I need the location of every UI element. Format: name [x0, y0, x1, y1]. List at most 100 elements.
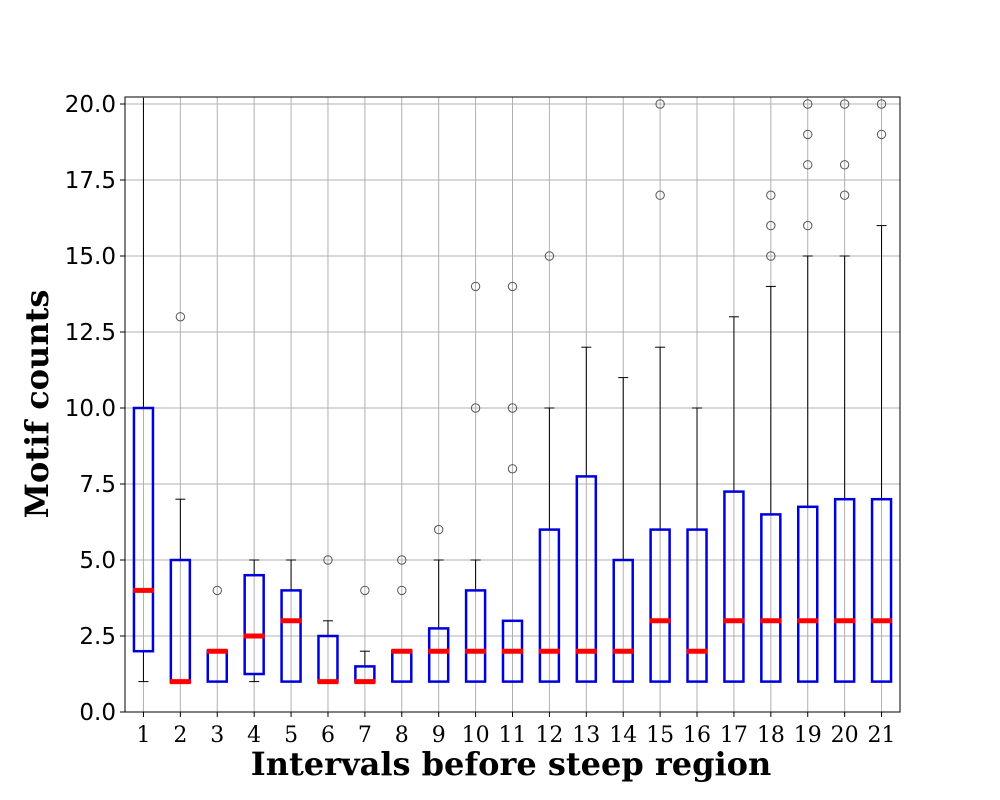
- x-tick-label: 7: [358, 723, 372, 748]
- box-7: [354, 585, 376, 685]
- flier-point: [397, 555, 407, 565]
- flier-point: [470, 281, 481, 292]
- y-tick-label: 17.5: [65, 168, 116, 194]
- flier-point: [803, 160, 813, 170]
- flier-point: [803, 220, 813, 231]
- y-tick-label: 10.0: [65, 396, 116, 422]
- y-tick-label: 12.5: [65, 320, 116, 346]
- box-20: [833, 99, 856, 683]
- box-11: [501, 281, 524, 683]
- box-body: [612, 558, 634, 683]
- x-tick-label: 1: [136, 723, 150, 748]
- box-21: [870, 99, 893, 683]
- box-17: [723, 316, 745, 683]
- flier-point: [507, 464, 518, 474]
- x-tick-label: 9: [432, 723, 446, 748]
- box-body: [280, 589, 302, 683]
- box-6: [317, 555, 339, 685]
- box-12: [538, 251, 561, 683]
- flier-point: [876, 99, 887, 109]
- flier-point: [323, 555, 333, 565]
- box-9: [427, 524, 450, 683]
- x-tick-label: 2: [173, 723, 187, 748]
- flier-point: [839, 160, 850, 170]
- x-tick-label: 12: [535, 723, 563, 748]
- box-19: [796, 99, 819, 683]
- box-3: [206, 585, 229, 683]
- y-tick-label: 20.0: [65, 92, 116, 118]
- x-tick-label: 17: [720, 723, 748, 748]
- x-tick-label: 20: [831, 723, 859, 748]
- x-tick-label: 14: [609, 723, 637, 748]
- boxes: [132, 97, 893, 685]
- x-tick-label: 13: [572, 723, 600, 748]
- x-tick-label: 3: [210, 723, 224, 748]
- y-tick-label: 5.0: [79, 548, 116, 574]
- box-14: [612, 377, 634, 683]
- box-body: [427, 627, 450, 683]
- box-16: [686, 407, 708, 683]
- box-10: [464, 281, 487, 683]
- flier-point: [766, 220, 776, 231]
- flier-point: [175, 312, 186, 322]
- flier-point: [803, 99, 813, 109]
- x-tick-label: 15: [646, 723, 674, 748]
- x-tick-label: 18: [757, 723, 785, 748]
- x-tick-label: 16: [683, 723, 711, 748]
- box-1: [132, 97, 155, 683]
- box-8: [391, 555, 413, 683]
- box-body: [686, 528, 708, 683]
- x-tick-label: 5: [284, 723, 298, 748]
- x-tick-label: 8: [395, 723, 409, 748]
- box-body: [575, 475, 598, 683]
- grid: [125, 97, 900, 713]
- flier-point: [655, 190, 665, 200]
- flier-point: [839, 190, 850, 200]
- box-body: [538, 528, 561, 683]
- flier-point: [507, 403, 518, 413]
- box-body: [464, 589, 487, 683]
- box-5: [280, 559, 302, 683]
- x-tick-label: 10: [462, 723, 490, 748]
- y-tick-label: 15.0: [65, 244, 116, 270]
- flier-point: [470, 403, 481, 413]
- x-tick-label: 11: [499, 723, 527, 748]
- flier-point: [876, 129, 887, 140]
- flier-point: [360, 585, 370, 596]
- x-tick-label: 19: [794, 723, 822, 748]
- y-axis-title: Motif counts: [18, 290, 56, 519]
- box-2: [169, 312, 192, 685]
- flier-point: [766, 190, 776, 200]
- box-body: [723, 490, 745, 683]
- y-tick-label: 7.5: [79, 472, 116, 498]
- flier-point: [839, 99, 850, 109]
- box-body: [760, 513, 782, 683]
- box-4: [243, 559, 265, 683]
- box-body: [796, 505, 819, 683]
- box-body: [870, 497, 893, 683]
- x-tick-label: 4: [247, 723, 261, 748]
- box-body: [649, 528, 671, 683]
- x-tick-label: 6: [321, 723, 335, 748]
- y-tick-label: 0.0: [79, 700, 116, 726]
- box-body: [132, 406, 155, 653]
- box-13: [575, 346, 598, 683]
- flier-point: [803, 129, 813, 140]
- flier-point: [397, 585, 407, 596]
- x-axis: 1 2 3 4 5 6 7 8 9 10 11 12 13 14 15 16 17 18 19 20 21: [136, 712, 896, 748]
- y-axis: 0.0 2.5 5.0 7.5 10.0 12.5 15.0 17.5 20.0: [65, 92, 125, 726]
- flier-point: [544, 251, 555, 261]
- box-body: [833, 497, 856, 683]
- x-tick-label: 21: [868, 723, 896, 748]
- box-18: [760, 190, 782, 683]
- flier-point: [766, 251, 776, 261]
- flier-point: [507, 281, 518, 292]
- x-axis-title: Intervals before steep region: [251, 745, 771, 783]
- flier-point: [655, 99, 665, 109]
- box-15: [649, 99, 671, 683]
- flier-point: [433, 524, 444, 535]
- box-body: [243, 573, 265, 676]
- flier-point: [212, 585, 222, 596]
- y-tick-label: 2.5: [79, 624, 116, 650]
